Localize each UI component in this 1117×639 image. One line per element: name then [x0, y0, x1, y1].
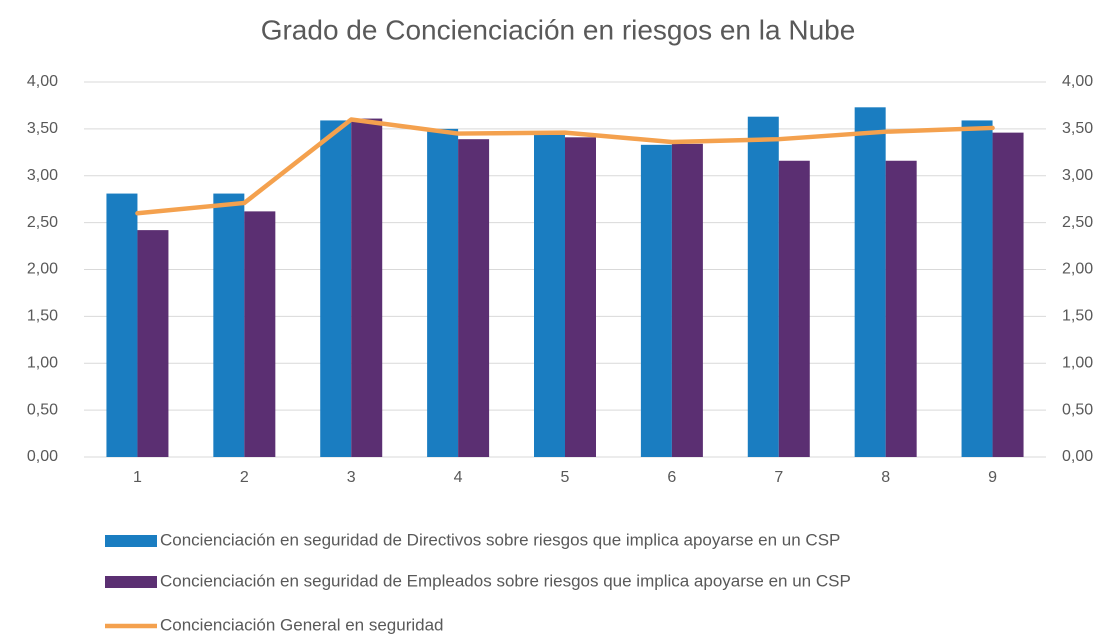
y-tick-label: 2,00: [27, 261, 58, 278]
bar: [213, 193, 245, 457]
y-tick-label: 3,50: [27, 120, 58, 137]
bar: [961, 120, 993, 457]
bar: [427, 128, 459, 457]
legend-label: Concienciación General en seguridad: [160, 615, 444, 634]
bar: [458, 139, 490, 457]
legend-swatch: [105, 535, 157, 547]
y2-tick-label: 1,50: [1062, 308, 1093, 325]
legend-label: Concienciación en seguridad de Empleados…: [160, 571, 851, 590]
bar: [534, 133, 565, 457]
y2-tick-label: 4,00: [1062, 73, 1093, 90]
x-tick-label: 9: [988, 469, 997, 486]
bar: [747, 116, 779, 457]
bar: [885, 160, 917, 457]
bar: [137, 230, 169, 457]
y2-tick-label: 3,50: [1062, 120, 1093, 137]
legend-label: Concienciación en seguridad de Directivo…: [160, 530, 840, 549]
y2-tick-label: 3,00: [1062, 167, 1093, 184]
y2-tick-label: 1,00: [1062, 354, 1093, 371]
x-tick-label: 1: [133, 469, 142, 486]
y-tick-label: 4,00: [27, 73, 58, 90]
x-tick-label: 7: [774, 469, 783, 486]
y2-tick-label: 0,50: [1062, 401, 1093, 418]
bar: [671, 143, 703, 457]
y-tick-label: 1,50: [27, 308, 58, 325]
y-tick-label: 0,00: [27, 448, 58, 465]
y-tick-label: 0,50: [27, 401, 58, 418]
y2-tick-label: 2,00: [1062, 261, 1093, 278]
x-tick-label: 5: [561, 469, 570, 486]
chart-title: Grado de Concienciación en riesgos en la…: [261, 14, 856, 45]
line: [135, 117, 995, 216]
y-tick-label: 1,00: [27, 354, 58, 371]
bar: [351, 118, 383, 457]
x-tick-label: 2: [240, 469, 249, 486]
y2-tick-label: 0,00: [1062, 448, 1093, 465]
y-tick-label: 3,00: [27, 167, 58, 184]
y-tick-label: 2,50: [27, 214, 58, 231]
bar: [106, 193, 138, 457]
x-tick-label: 4: [454, 469, 463, 486]
x-tick-label: 8: [881, 469, 890, 486]
x-tick-label: 6: [667, 469, 676, 486]
bar: [992, 132, 1024, 457]
bar: [565, 137, 596, 457]
x-tick-label: 3: [347, 469, 356, 486]
y2-tick-label: 2,50: [1062, 214, 1093, 231]
bar: [640, 144, 672, 457]
legend-swatch: [105, 576, 157, 588]
bar: [854, 107, 886, 457]
bar: [320, 120, 352, 457]
bar: [244, 211, 276, 457]
bar: [778, 160, 810, 457]
